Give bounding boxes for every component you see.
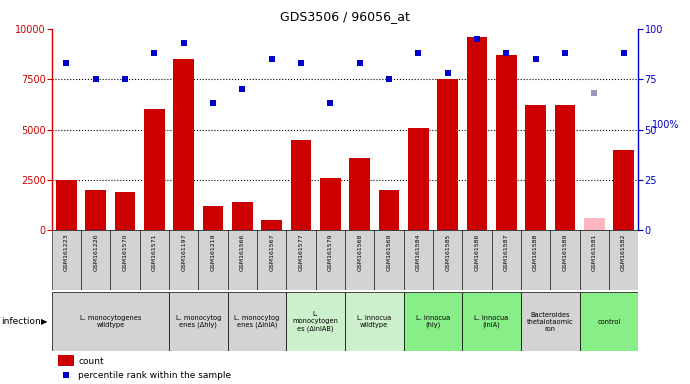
Text: GSM161582: GSM161582 <box>621 233 626 271</box>
Text: GSM161219: GSM161219 <box>210 233 215 271</box>
Text: GSM161568: GSM161568 <box>357 233 362 271</box>
Bar <box>404 292 462 351</box>
Bar <box>521 292 580 351</box>
Bar <box>56 180 77 230</box>
Text: GSM161586: GSM161586 <box>475 233 480 271</box>
Bar <box>491 230 521 290</box>
Bar <box>169 292 228 351</box>
Text: GSM161197: GSM161197 <box>181 233 186 271</box>
Bar <box>521 230 551 290</box>
Bar <box>379 190 400 230</box>
Bar <box>115 192 135 230</box>
Bar <box>580 292 638 351</box>
Bar <box>86 190 106 230</box>
Bar <box>316 230 345 290</box>
Text: GSM161571: GSM161571 <box>152 233 157 271</box>
Bar <box>462 292 521 351</box>
Bar <box>437 79 458 230</box>
Text: ▶: ▶ <box>41 317 48 326</box>
Text: GSM161587: GSM161587 <box>504 233 509 271</box>
Text: L. monocytog
enes (ΔinlA): L. monocytog enes (ΔinlA) <box>235 315 279 328</box>
Bar <box>58 382 74 384</box>
Text: GSM161585: GSM161585 <box>445 233 450 271</box>
Bar <box>228 230 257 290</box>
Text: L. innocua
(inlA): L. innocua (inlA) <box>475 315 509 328</box>
Bar <box>408 127 428 230</box>
Bar <box>262 220 282 230</box>
Y-axis label: 100%: 100% <box>652 119 680 129</box>
Bar <box>286 292 345 351</box>
Bar <box>551 230 580 290</box>
Bar <box>320 178 341 230</box>
Text: count: count <box>78 357 104 366</box>
Text: L. monocytogenes
wildtype: L. monocytogenes wildtype <box>80 315 141 328</box>
Bar <box>613 150 634 230</box>
Text: control: control <box>598 319 620 324</box>
Bar <box>228 292 286 351</box>
Bar <box>139 230 169 290</box>
Text: GDS3506 / 96056_at: GDS3506 / 96056_at <box>280 10 410 23</box>
Text: GSM161226: GSM161226 <box>93 233 98 271</box>
Text: percentile rank within the sample: percentile rank within the sample <box>78 371 231 380</box>
Text: GSM161570: GSM161570 <box>123 233 128 271</box>
Text: GSM161579: GSM161579 <box>328 233 333 271</box>
Bar <box>290 140 311 230</box>
Bar <box>52 230 81 290</box>
Bar <box>110 230 140 290</box>
Bar <box>496 55 517 230</box>
Bar <box>345 230 374 290</box>
Bar <box>580 230 609 290</box>
Bar <box>609 230 638 290</box>
Text: GSM161584: GSM161584 <box>416 233 421 271</box>
Bar <box>199 230 228 290</box>
Text: GSM161577: GSM161577 <box>299 233 304 271</box>
Text: GSM161566: GSM161566 <box>240 233 245 271</box>
Bar <box>169 230 199 290</box>
Text: L.
monocytogen
es (ΔinlAB): L. monocytogen es (ΔinlAB) <box>293 311 339 332</box>
Bar <box>173 59 194 230</box>
Text: GSM161223: GSM161223 <box>64 233 69 271</box>
Bar <box>232 202 253 230</box>
Bar <box>404 230 433 290</box>
Bar <box>375 230 404 290</box>
Text: infection: infection <box>1 317 41 326</box>
Text: GSM161569: GSM161569 <box>386 233 391 271</box>
Bar <box>555 105 575 230</box>
Text: Bacteroides
thetaiotaomic
ron: Bacteroides thetaiotaomic ron <box>527 311 573 332</box>
Bar <box>433 230 462 290</box>
Bar <box>52 292 169 351</box>
Text: GSM161567: GSM161567 <box>269 233 274 271</box>
Bar <box>144 109 165 230</box>
Bar <box>466 37 487 230</box>
Bar <box>81 230 110 290</box>
Text: L. innocua
wildtype: L. innocua wildtype <box>357 315 391 328</box>
Bar <box>462 230 492 290</box>
Text: L. innocua
(hly): L. innocua (hly) <box>416 315 450 328</box>
Text: GSM161589: GSM161589 <box>562 233 567 271</box>
Bar <box>58 355 74 366</box>
Text: GSM161588: GSM161588 <box>533 233 538 271</box>
Bar <box>286 230 316 290</box>
Bar <box>203 206 224 230</box>
Text: GSM161581: GSM161581 <box>592 233 597 271</box>
Text: L. monocytog
enes (Δhly): L. monocytog enes (Δhly) <box>176 315 221 328</box>
Bar <box>349 158 370 230</box>
Bar <box>584 218 604 230</box>
Bar <box>525 105 546 230</box>
Bar <box>345 292 404 351</box>
Bar <box>257 230 286 290</box>
